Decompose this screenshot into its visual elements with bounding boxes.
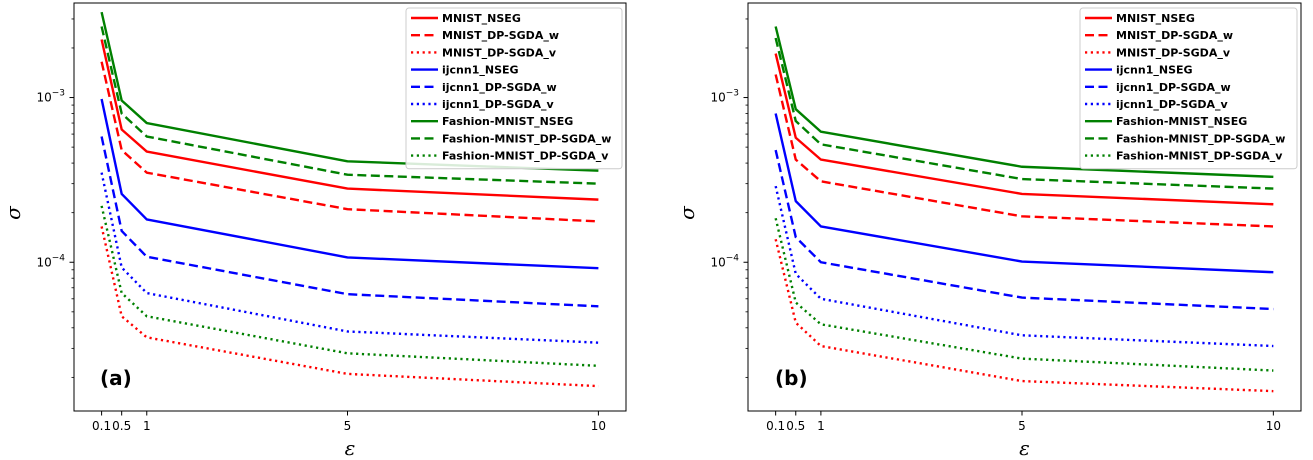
series-line-ijcnn1_nseg [774,113,1274,274]
x-axis-label: ε [1019,436,1030,460]
legend-entry: ijcnn1_NSEG [442,64,519,77]
legend: MNIST_NSEG MNIST_DP-SGDA_w MNIST_DP-SGDA_v… [1079,7,1298,170]
x-tick-label: 5 [344,419,352,433]
legend-entry: Fashion-MNIST_DP-SGDA_w [442,132,611,145]
legend-entry: Fashion-MNIST_DP-SGDA_v [442,150,609,163]
x-axis-label: ε [345,436,356,460]
x-tick-label: 1 [817,419,825,433]
series-line-ijcnn1_dp-sgda_w [774,149,1274,311]
legend-entry: ijcnn1_DP-SGDA_w [442,81,557,94]
series-line-mnist_dp-sgda_w [100,61,599,223]
legend-entry: Fashion-MNIST_DP-SGDA_v [1116,150,1283,163]
series-line-mnist_nseg [774,53,1274,206]
y-axis-label: σ [1,205,25,220]
x-tick-label: 1 [143,419,151,433]
legend-entry: Fashion-MNIST_NSEG [442,115,573,128]
x-tick-label: 0.1 [766,419,785,433]
legend-box [1079,7,1298,170]
legend-entry: ijcnn1_NSEG [1116,64,1193,77]
legend-entry: MNIST_DP-SGDA_w [1116,29,1233,42]
series-line-mnist_dp-sgda_v [774,238,1274,393]
x-tick-label: 5 [1018,419,1026,433]
legend-entry: MNIST_DP-SGDA_v [1116,46,1231,59]
y-axis-label: σ [675,205,699,220]
legend-entry: MNIST_NSEG [1116,12,1195,25]
series-line-fashion-mnist_dp-sgda_v [774,217,1274,372]
series-line-fashion-mnist_dp-sgda_w [100,26,599,185]
x-tick-label: 0.5 [112,419,131,433]
y-tick-label: 10−3 [36,89,65,105]
series-line-fashion-mnist_nseg [774,26,1274,179]
chart-panel-a: 10−4 10−3 0.1 0.5 1 5 10 ε σ (a) MNIST_NSEG MNIST_D… [1,2,627,460]
series-line-ijcnn1_dp-sgda_v [774,185,1274,348]
legend-entry: ijcnn1_DP-SGDA_v [1116,98,1229,111]
legend-entry: ijcnn1_DP-SGDA_v [442,98,555,111]
legend-entry: Fashion-MNIST_NSEG [1116,115,1247,128]
y-tick-label: 10−3 [710,89,739,105]
legend-entry: Fashion-MNIST_DP-SGDA_w [1116,132,1285,145]
x-tick-label: 10 [591,419,606,433]
plot-frame [73,2,627,412]
series-line-ijcnn1_dp-sgda_w [100,136,599,308]
series-line-fashion-mnist_dp-sgda_v [100,205,599,368]
series-line-mnist_dp-sgda_v [100,226,599,388]
legend-entry: MNIST_DP-SGDA_v [442,46,557,59]
y-tick-label: 10−4 [36,253,65,269]
series-line-mnist_dp-sgda_w [774,74,1274,228]
series-line-ijcnn1_dp-sgda_v [100,172,599,344]
y-tick-label: 10−4 [710,253,739,269]
legend-entry: ijcnn1_DP-SGDA_w [1116,81,1231,94]
legend-entry: MNIST_DP-SGDA_w [442,29,559,42]
panel-label: (b) [775,366,808,390]
legend-box [405,7,623,170]
series-line-mnist_nseg [100,39,599,201]
series-line-ijcnn1_nseg [100,98,599,270]
panel-label: (a) [100,366,132,390]
plot-frame [747,2,1302,412]
x-tick-label: 10 [1266,419,1281,433]
x-tick-label: 0.1 [92,419,111,433]
legend-entry: MNIST_NSEG [442,12,521,25]
legend: MNIST_NSEG MNIST_DP-SGDA_w MNIST_DP-SGDA_v… [405,7,623,170]
chart-panel-b: 10−4 10−3 0.1 0.5 1 5 10 ε σ (b) MNIST_NSEG MNIST_D… [675,2,1302,460]
x-tick-label: 0.5 [786,419,805,433]
series-line-fashion-mnist_dp-sgda_w [774,37,1274,190]
